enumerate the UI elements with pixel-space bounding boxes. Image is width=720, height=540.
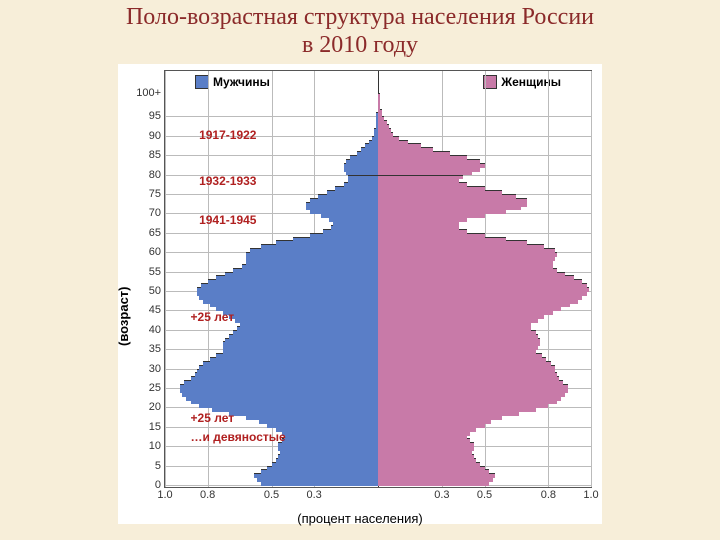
grid-line [591,71,592,487]
x-tick: 0.3 [434,487,449,501]
y-tick: 5 [155,460,165,472]
annotation: …и девяностые [191,430,286,444]
y-tick: 45 [149,304,165,316]
y-tick: 55 [149,266,165,278]
y-tick: 75 [149,188,165,200]
x-tick: 0.5 [264,487,279,501]
y-axis-label: (возраст) [116,287,131,346]
x-tick: 0.8 [541,487,556,501]
age-row [165,93,591,97]
slide: Поло-возрастная структура населения Росс… [0,0,720,540]
y-tick: 60 [149,246,165,258]
page-title: Поло-возрастная структура населения Росс… [0,0,720,59]
y-tick: 20 [149,401,165,413]
annotation: +25 лет [191,310,235,324]
y-tick: 65 [149,227,165,239]
y-tick: 100+ [136,87,165,99]
x-tick: 1.0 [583,487,598,501]
annotation: 1917-1922 [199,128,256,142]
x-tick: 0.8 [200,487,215,501]
legend-male: Мужчины [195,75,270,89]
annotation: 1932-1933 [199,174,256,188]
legend-male-label: Мужчины [213,75,270,89]
bar-female [378,93,380,98]
x-tick: 0.3 [306,487,321,501]
legend-female-label: Женщины [501,75,561,89]
annotation: +25 лет [191,411,235,425]
y-tick: 40 [149,324,165,336]
annotation: 1941-1945 [199,213,256,227]
title-line-2: в 2010 году [0,32,720,60]
y-tick: 10 [149,440,165,452]
x-tick: 1.0 [157,487,172,501]
y-tick: 70 [149,207,165,219]
y-tick: 80 [149,169,165,181]
title-line-1: Поло-возрастная структура населения Росс… [0,4,720,32]
y-tick: 95 [149,110,165,122]
chart-container: (возраст) (процент населения) Мужчины Же… [118,64,602,524]
y-tick: 30 [149,363,165,375]
x-axis-label: (процент населения) [297,511,422,526]
plot-area: Мужчины Женщины 051015202530354045505560… [164,70,592,488]
y-tick: 15 [149,421,165,433]
x-tick: 0.5 [477,487,492,501]
y-tick: 35 [149,343,165,355]
y-tick: 50 [149,285,165,297]
y-tick: 85 [149,149,165,161]
y-tick: 25 [149,382,165,394]
y-tick: 90 [149,130,165,142]
